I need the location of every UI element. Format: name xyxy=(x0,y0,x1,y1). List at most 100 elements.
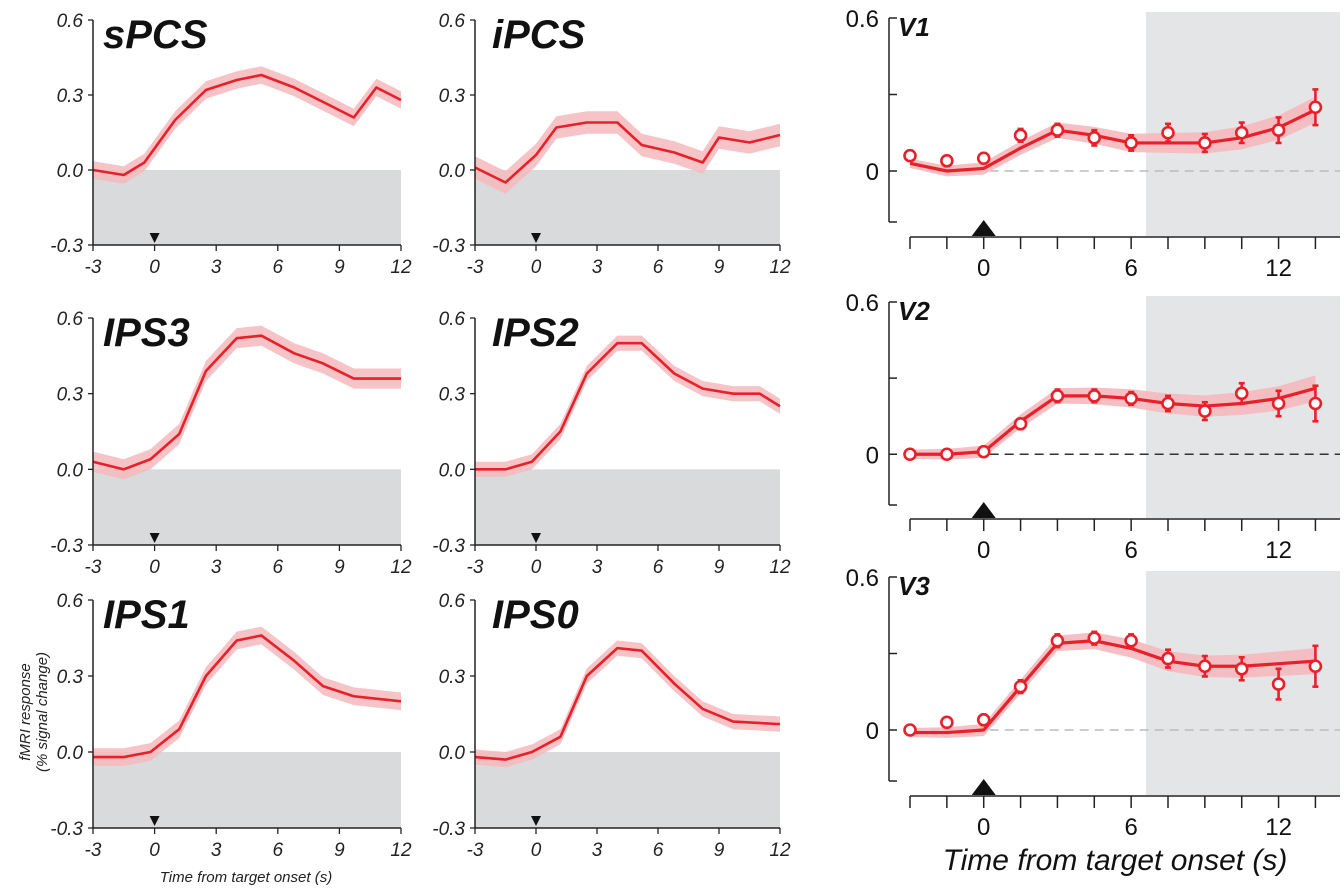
error-band xyxy=(475,335,780,477)
x-tick-label: 12 xyxy=(769,557,791,578)
data-point xyxy=(976,444,991,459)
x-tick-label: 6 xyxy=(273,557,284,578)
negative-region xyxy=(475,752,780,828)
y-tick-label: 0.6 xyxy=(57,309,84,330)
data-point xyxy=(940,154,954,168)
y-tick-label: 0.6 xyxy=(439,11,466,32)
right-x-axis-label: Time from target onset (s) xyxy=(943,844,1288,877)
y-tick-label: 0 xyxy=(866,442,879,469)
x-tick-label: 12 xyxy=(1265,814,1292,841)
panel-ips3: 0.6 0.3 0.0 -0.3-3 0 3 6 9 12 IPS3 xyxy=(50,309,412,578)
y-tick-label: -0.3 xyxy=(50,819,83,840)
x-tick-label: -3 xyxy=(85,840,102,861)
x-tick-label: 0 xyxy=(531,557,542,578)
data-point xyxy=(976,712,991,727)
onset-marker-icon xyxy=(149,533,160,543)
panel-v3: 0.6 0 0 6 12 V3 xyxy=(846,565,1340,841)
y-tick-label: -0.3 xyxy=(50,236,83,257)
panel-title: IPS2 xyxy=(492,311,579,355)
data-point xyxy=(1271,677,1286,691)
panel-spcs: 0.6 0.3 0.0 -0.3-3 0 3 6 9 12 sPCS xyxy=(50,11,412,278)
onset-marker-icon xyxy=(971,502,996,518)
y-tick-label: 0.3 xyxy=(57,667,84,688)
panel-ipcs: 0.6 0.3 0.0 -0.3-3 0 3 6 9 12 iPCS xyxy=(432,11,791,278)
x-tick-label: -3 xyxy=(467,840,484,861)
data-point xyxy=(976,151,991,166)
y-tick-label: -0.3 xyxy=(432,819,465,840)
response-line xyxy=(474,646,781,761)
x-tick-label: -3 xyxy=(85,557,102,578)
x-tick-label: 12 xyxy=(1265,255,1292,282)
data-point xyxy=(1013,416,1028,431)
y-tick-label: 0.6 xyxy=(439,309,466,330)
data-point xyxy=(1124,136,1138,150)
data-point xyxy=(940,447,954,462)
data-point xyxy=(1124,391,1138,406)
data-point xyxy=(1087,389,1102,403)
y-tick-label: 0.6 xyxy=(439,591,466,612)
y-tick-label: 0 xyxy=(866,159,879,186)
onset-marker-icon xyxy=(971,220,996,236)
x-tick-label: 0 xyxy=(977,537,990,564)
data-point xyxy=(1050,633,1065,648)
response-line xyxy=(474,121,781,184)
panel-ips2: 0.6 0.3 0.0 -0.3-3 0 3 6 9 12 IPS2 xyxy=(432,309,791,578)
data-point xyxy=(1234,386,1249,401)
x-tick-label: 12 xyxy=(390,840,412,861)
error-band xyxy=(475,111,780,194)
x-tick-label: 3 xyxy=(211,257,222,278)
y-tick-label: 0.6 xyxy=(57,11,84,32)
data-point xyxy=(1308,396,1323,411)
error-band xyxy=(93,66,401,184)
data-point xyxy=(1308,100,1323,115)
x-tick-label: -3 xyxy=(85,257,102,278)
x-tick-label: 3 xyxy=(592,257,603,278)
negative-region xyxy=(93,469,401,545)
data-point xyxy=(1013,128,1028,143)
y-tick-label: 0.3 xyxy=(57,86,84,107)
panel-v1: 0.6 0 0 6 12 V1 xyxy=(846,6,1340,282)
x-tick-label: -3 xyxy=(467,257,484,278)
data-point xyxy=(1161,651,1175,666)
y-tick-label: 0.3 xyxy=(57,385,84,406)
panel-title: V3 xyxy=(898,571,930,601)
data-point xyxy=(1161,125,1175,140)
data-point xyxy=(1013,679,1028,694)
y-tick-label: 0 xyxy=(866,718,879,745)
x-tick-label: 3 xyxy=(211,840,222,861)
panel-ips1: 0.6 0.3 0.0 -0.3-3 0 3 6 9 12 IPS1 xyxy=(50,591,412,861)
x-tick-label: 6 xyxy=(1124,814,1137,841)
error-band xyxy=(475,640,780,768)
x-tick-label: 6 xyxy=(273,257,284,278)
onset-marker-icon xyxy=(531,233,541,243)
left-y-axis-label-line1: fMRI response xyxy=(17,663,34,761)
x-tick-label: -3 xyxy=(467,557,484,578)
data-point xyxy=(1234,125,1249,140)
negative-region xyxy=(93,752,401,828)
model-band xyxy=(910,96,1316,177)
y-tick-label: 0.0 xyxy=(57,161,84,182)
y-tick-label: 0.0 xyxy=(57,743,84,764)
y-tick-label: -0.3 xyxy=(432,536,465,557)
left-x-axis-label: Time from target onset (s) xyxy=(160,869,332,886)
y-tick-label: 0.0 xyxy=(439,460,466,481)
panel-title: IPS1 xyxy=(103,593,190,637)
data-point xyxy=(1087,131,1102,145)
x-tick-label: 0 xyxy=(149,557,160,578)
x-tick-label: 0 xyxy=(531,840,542,861)
panel-title: IPS0 xyxy=(492,593,579,637)
negative-region xyxy=(475,170,780,245)
x-tick-label: 9 xyxy=(714,257,725,278)
negative-region xyxy=(93,170,401,245)
data-point xyxy=(1234,661,1249,676)
x-tick-label: 12 xyxy=(769,840,791,861)
panel-ips0: 0.6 0.3 0.0 -0.3-3 0 3 6 9 12 IPS0 xyxy=(432,591,791,861)
y-tick-label: 0.6 xyxy=(846,565,879,592)
panel-title: IPS3 xyxy=(103,311,190,355)
x-tick-label: 0 xyxy=(531,257,542,278)
data-point xyxy=(1050,123,1065,137)
y-tick-label: 0.6 xyxy=(846,6,879,33)
x-tick-label: 6 xyxy=(1124,255,1137,282)
x-tick-label: 12 xyxy=(390,257,412,278)
